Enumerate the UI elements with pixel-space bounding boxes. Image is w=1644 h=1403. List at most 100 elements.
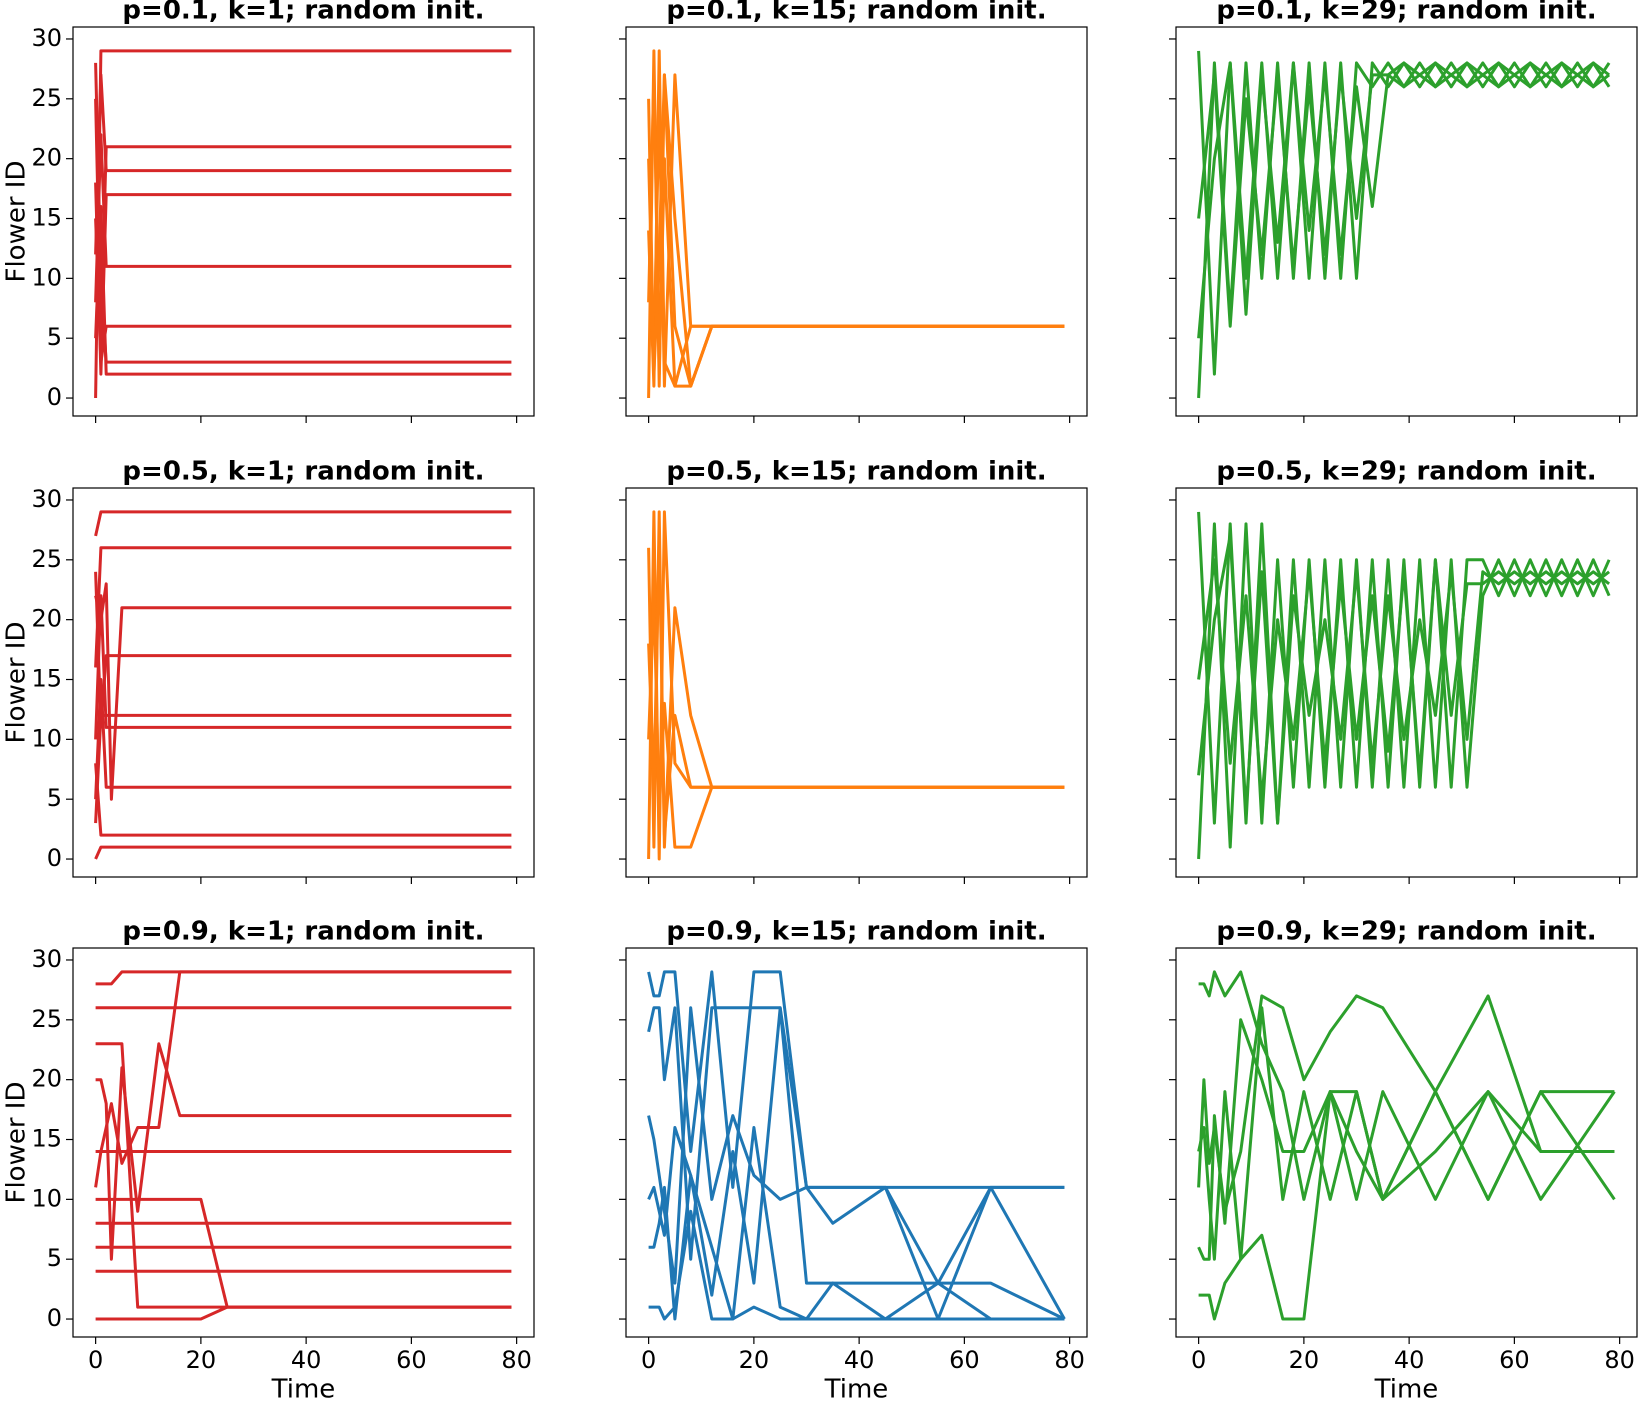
y-tick-label: 15 <box>31 665 62 693</box>
y-axis-label: Flower ID <box>2 161 32 283</box>
y-tick-label: 25 <box>31 84 62 112</box>
y-tick-label: 15 <box>31 1125 62 1153</box>
plot-frame <box>72 26 535 417</box>
y-tick-label: 5 <box>47 323 62 351</box>
data-line <box>1197 511 1611 825</box>
chart-title: p=0.9, k=29; random init. <box>1216 917 1596 947</box>
chart-title: p=0.9, k=15; random init. <box>666 917 1046 947</box>
y-tick-label: 20 <box>31 605 62 633</box>
x-tick-label: 80 <box>1604 1346 1635 1374</box>
chart-title: p=0.1, k=15; random init. <box>666 0 1046 26</box>
x-tick-label: 20 <box>1289 1346 1320 1374</box>
data-line <box>95 970 512 986</box>
plot-frame <box>72 947 535 1338</box>
data-line <box>1197 558 1611 801</box>
data-line <box>94 763 512 837</box>
y-tick-label: 20 <box>31 1065 62 1093</box>
x-tick-label: 80 <box>1054 1346 1085 1374</box>
data-line <box>94 678 512 800</box>
data-line <box>94 49 512 399</box>
data-line <box>94 133 512 303</box>
data-line <box>1198 1090 1615 1321</box>
chart-title: p=0.5, k=29; random init. <box>1216 457 1596 487</box>
plot-frame <box>1175 26 1638 417</box>
data-line <box>94 205 512 376</box>
data-line <box>94 73 512 255</box>
x-axis-label: Time <box>1374 1375 1439 1403</box>
x-tick-label: 80 <box>501 1346 532 1374</box>
data-line <box>647 49 1065 399</box>
data-line <box>94 510 512 537</box>
data-line <box>647 510 1065 849</box>
plot-frame <box>72 487 535 878</box>
x-tick-label: 40 <box>291 1346 322 1374</box>
x-tick-label: 0 <box>1191 1346 1206 1374</box>
data-line <box>647 73 1065 388</box>
data-line <box>647 73 1065 388</box>
y-axis-label: Flower ID <box>2 622 32 744</box>
chart-title: p=0.1, k=1; random init. <box>122 0 484 26</box>
plot-frame <box>625 487 1088 878</box>
data-line <box>94 218 512 364</box>
x-tick-label: 40 <box>844 1346 875 1374</box>
x-tick-label: 60 <box>1499 1346 1530 1374</box>
data-line <box>647 1006 1066 1321</box>
x-tick-label: 20 <box>739 1346 770 1374</box>
data-line <box>94 182 512 376</box>
chart-title: p=0.1, k=29; random init. <box>1216 0 1596 26</box>
plot-frame <box>1175 487 1638 878</box>
plot-frame <box>1175 947 1638 1338</box>
data-line <box>94 98 512 340</box>
y-tick-label: 30 <box>31 24 62 52</box>
data-line <box>1197 534 1611 825</box>
x-axis-label: Time <box>271 1375 336 1403</box>
data-line <box>647 1006 1066 1321</box>
data-line <box>94 970 512 1188</box>
x-tick-label: 20 <box>186 1346 217 1374</box>
plot-frame <box>625 947 1088 1338</box>
y-tick-label: 25 <box>31 545 62 573</box>
data-line <box>95 1197 512 1309</box>
data-line <box>647 510 1065 861</box>
y-tick-label: 0 <box>47 383 62 411</box>
y-tick-label: 5 <box>47 784 62 812</box>
y-tick-label: 10 <box>31 1184 62 1212</box>
x-tick-label: 0 <box>88 1346 103 1374</box>
y-tick-label: 0 <box>47 1304 62 1332</box>
data-line <box>94 571 512 729</box>
chart-title: p=0.5, k=1; random init. <box>122 457 484 487</box>
data-line <box>94 845 512 860</box>
data-line <box>647 73 1065 388</box>
chart-title: p=0.5, k=15; random init. <box>666 457 1046 487</box>
data-line <box>647 49 1065 388</box>
data-line <box>94 546 512 668</box>
y-tick-label: 0 <box>47 844 62 872</box>
data-line <box>94 594 512 740</box>
plot-frame <box>625 26 1088 417</box>
x-axis-label: Time <box>824 1375 889 1403</box>
data-line <box>647 594 1065 849</box>
data-line <box>648 1209 1065 1321</box>
chart-title: p=0.9, k=1; random init. <box>122 917 484 947</box>
y-tick-label: 10 <box>31 263 62 291</box>
y-axis-label: Flower ID <box>2 1082 32 1204</box>
y-tick-label: 15 <box>31 204 62 232</box>
data-line <box>95 1042 512 1309</box>
data-line <box>1197 994 1615 1213</box>
data-line <box>1197 61 1611 339</box>
x-tick-label: 60 <box>949 1346 980 1374</box>
y-tick-label: 30 <box>31 485 62 513</box>
data-line <box>647 1006 1065 1285</box>
data-line <box>94 582 512 801</box>
y-tick-label: 20 <box>31 144 62 172</box>
data-line <box>1197 73 1611 328</box>
x-tick-label: 0 <box>641 1346 656 1374</box>
y-tick-label: 30 <box>31 945 62 973</box>
y-tick-label: 25 <box>31 1005 62 1033</box>
data-line <box>94 62 512 364</box>
y-tick-label: 5 <box>47 1244 62 1272</box>
x-tick-label: 40 <box>1394 1346 1425 1374</box>
data-line <box>95 1042 512 1261</box>
data-line <box>648 1126 1065 1321</box>
